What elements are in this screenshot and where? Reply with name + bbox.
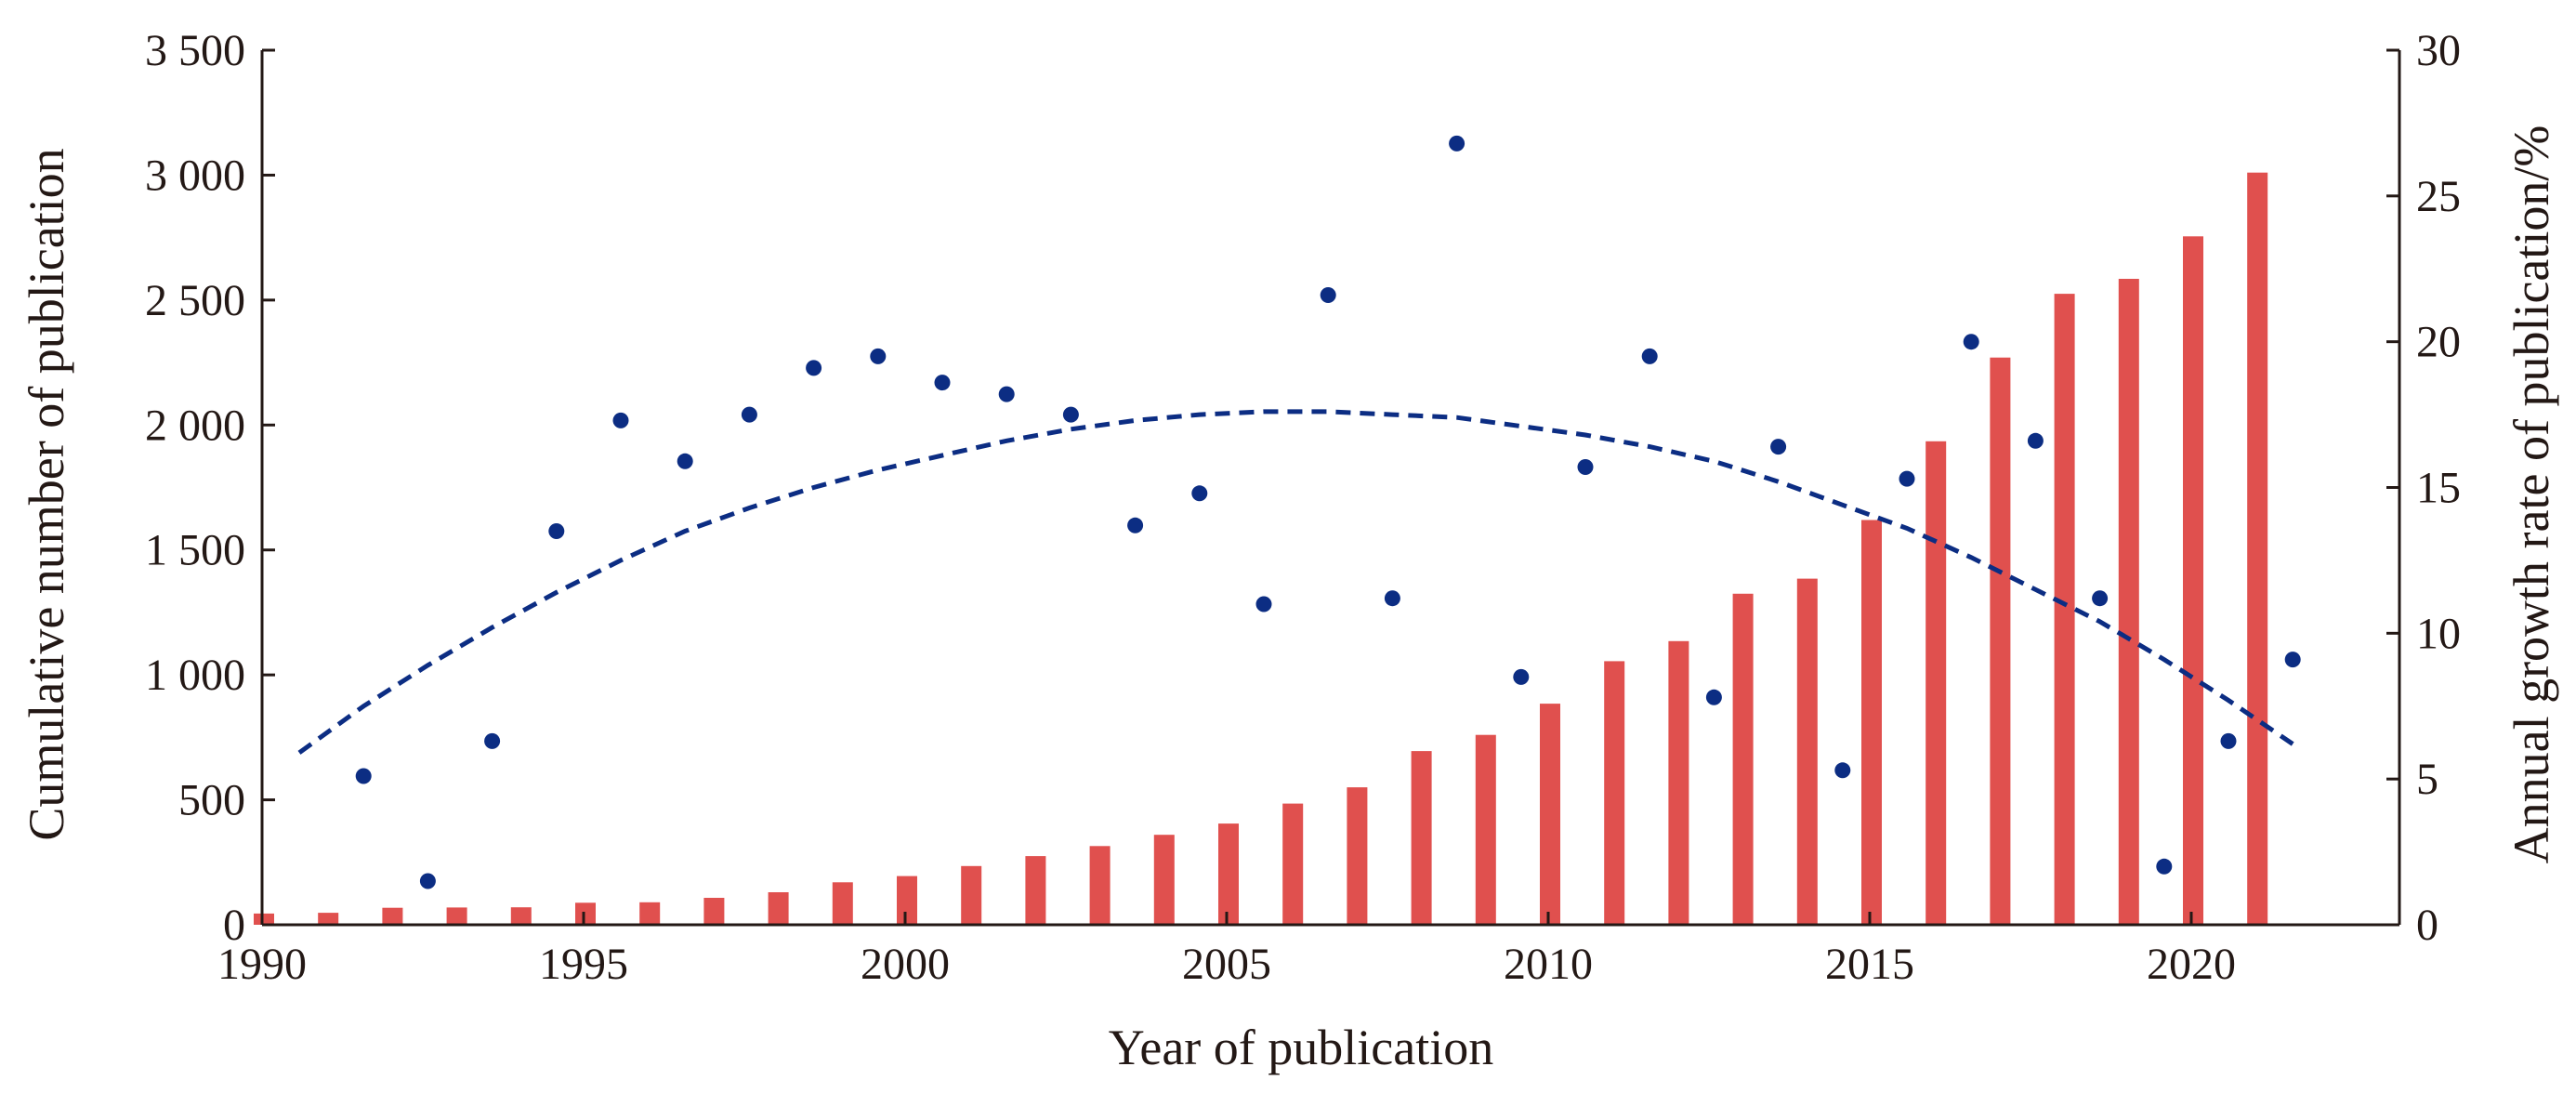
point-1993 bbox=[484, 732, 501, 749]
bar-2007 bbox=[1347, 787, 1368, 925]
bar-1990 bbox=[254, 913, 274, 925]
point-1999 bbox=[870, 348, 887, 364]
right-y-tick-label: 10 bbox=[2416, 609, 2461, 658]
point-2004 bbox=[1191, 485, 1208, 502]
left-y-tick-label: 2 500 bbox=[145, 276, 245, 325]
bar-2010 bbox=[1540, 704, 1560, 925]
point-2019 bbox=[2156, 858, 2173, 875]
bar-1993 bbox=[446, 907, 467, 925]
bar-2016 bbox=[1925, 441, 1947, 925]
point-2007 bbox=[1384, 590, 1400, 607]
bar-1999 bbox=[832, 882, 853, 925]
point-2003 bbox=[1127, 517, 1144, 533]
left-y-tick-label: 1 500 bbox=[145, 526, 245, 575]
point-1997 bbox=[741, 406, 757, 423]
trend-line bbox=[297, 409, 2294, 755]
bar-2009 bbox=[1475, 734, 1496, 925]
point-2010 bbox=[1577, 459, 1594, 475]
ticks: 0 500 1 000 1 500 2 000 2 500 3 000 3 500 0 5 10 15… bbox=[145, 26, 2461, 989]
point-2008 bbox=[1449, 135, 1465, 151]
point-2006 bbox=[1320, 287, 1336, 303]
bar-1992 bbox=[382, 907, 403, 925]
point-2020 bbox=[2220, 732, 2237, 749]
x-tick-label: 2010 bbox=[1504, 940, 1593, 989]
bar-2002 bbox=[1025, 856, 1046, 925]
point-series-growth-rate bbox=[355, 135, 2301, 889]
bar-series-cumulative bbox=[254, 172, 2268, 926]
x-tick-label: 2015 bbox=[1825, 940, 1914, 989]
point-2012 bbox=[1705, 689, 1722, 705]
bar-2014 bbox=[1796, 578, 1818, 925]
left-y-tick-label: 1 000 bbox=[145, 651, 245, 700]
point-2016 bbox=[1963, 334, 1979, 350]
point-1995 bbox=[612, 412, 629, 428]
bar-1995 bbox=[575, 902, 596, 925]
point-2017 bbox=[2027, 432, 2044, 449]
bar-2011 bbox=[1604, 661, 1625, 925]
x-tick-label: 2000 bbox=[861, 940, 950, 989]
point-1991 bbox=[355, 768, 372, 784]
left-y-tick-label: 2 000 bbox=[145, 401, 245, 450]
x-tick-label: 2005 bbox=[1182, 940, 1271, 989]
bar-2013 bbox=[1732, 593, 1754, 925]
x-tick-label: 2020 bbox=[2147, 940, 2236, 989]
bar-2006 bbox=[1282, 803, 1304, 925]
bar-2003 bbox=[1089, 846, 1111, 925]
right-y-tick-label: 25 bbox=[2416, 172, 2461, 221]
bar-2020 bbox=[2183, 236, 2203, 926]
right-y-tick-label: 5 bbox=[2416, 755, 2438, 804]
bar-2017 bbox=[1990, 357, 2011, 925]
bar-2018 bbox=[2054, 294, 2075, 926]
point-1996 bbox=[677, 453, 693, 469]
point-2011 bbox=[1641, 348, 1658, 364]
right-y-axis-title: Annual growth rate of publication/% bbox=[2504, 125, 2559, 864]
right-y-tick-label: 20 bbox=[2416, 318, 2461, 367]
bar-1998 bbox=[768, 892, 789, 925]
left-y-tick-label: 500 bbox=[178, 776, 245, 825]
right-y-tick-label: 15 bbox=[2416, 464, 2461, 513]
bar-1991 bbox=[318, 913, 339, 925]
point-2018 bbox=[2092, 590, 2109, 607]
x-axis-title: Year of publication bbox=[1109, 1020, 1493, 1075]
point-2015 bbox=[1899, 470, 1915, 487]
bar-2015 bbox=[1861, 520, 1882, 925]
bar-2001 bbox=[961, 865, 982, 925]
trend-series bbox=[297, 409, 2294, 755]
point-2014 bbox=[1834, 762, 1851, 779]
point-2013 bbox=[1770, 439, 1787, 455]
bar-2008 bbox=[1411, 751, 1432, 925]
axes bbox=[260, 50, 2401, 927]
right-y-tick-label: 30 bbox=[2416, 26, 2461, 75]
point-1992 bbox=[419, 873, 436, 889]
bar-1997 bbox=[703, 898, 725, 925]
left-y-axis-title: Cumulative number of publication bbox=[19, 148, 74, 840]
point-1998 bbox=[806, 360, 822, 376]
point-2009 bbox=[1513, 668, 1530, 685]
point-2005 bbox=[1255, 596, 1272, 612]
bar-1994 bbox=[510, 907, 532, 925]
point-2000 bbox=[934, 375, 951, 391]
left-y-tick-label: 3 000 bbox=[145, 151, 245, 200]
bar-2019 bbox=[2118, 279, 2139, 925]
x-tick-label: 1990 bbox=[217, 940, 307, 989]
right-y-tick-label: 0 bbox=[2416, 901, 2438, 950]
point-1994 bbox=[548, 523, 565, 539]
bar-2005 bbox=[1218, 823, 1239, 925]
bar-1996 bbox=[639, 902, 661, 925]
left-y-tick-label: 3 500 bbox=[145, 26, 245, 75]
bar-2021 bbox=[2247, 172, 2268, 925]
point-2021 bbox=[2284, 652, 2301, 668]
bar-2012 bbox=[1668, 640, 1689, 925]
point-2002 bbox=[1062, 406, 1079, 423]
x-tick-label: 1995 bbox=[539, 940, 628, 989]
point-2001 bbox=[998, 386, 1015, 402]
bar-2000 bbox=[897, 876, 917, 925]
bar-2004 bbox=[1153, 835, 1175, 925]
left-y-tick-label: 0 bbox=[223, 901, 245, 950]
